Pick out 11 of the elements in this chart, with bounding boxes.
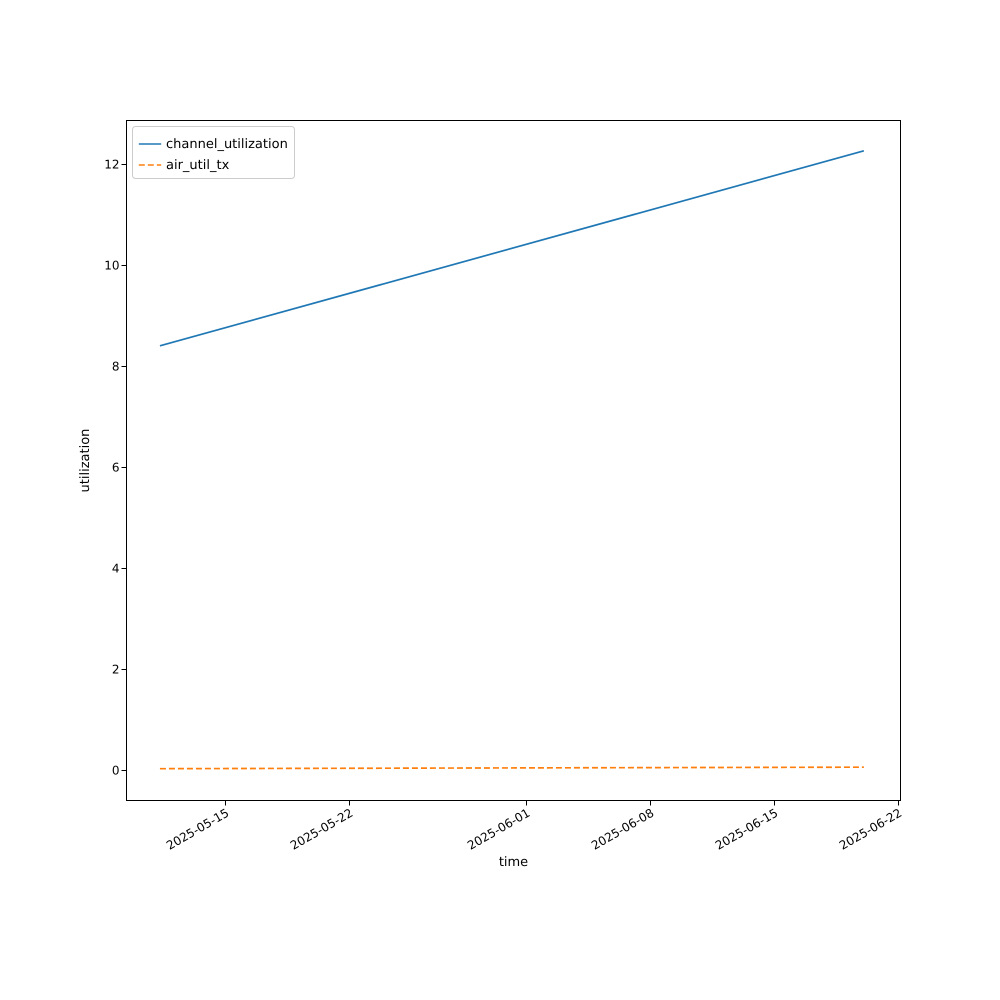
legend-label: channel_utilization bbox=[166, 137, 288, 152]
legend-label: air_util_tx bbox=[166, 158, 230, 173]
y-axis-title: utilization bbox=[78, 428, 94, 492]
y-tick-label: 8 bbox=[112, 360, 120, 374]
x-axis-title: time bbox=[498, 854, 528, 870]
y-tick-label: 0 bbox=[112, 764, 120, 778]
y-tick-label: 4 bbox=[112, 562, 120, 576]
y-tick-label: 2 bbox=[112, 662, 120, 677]
y-tick-label: 6 bbox=[112, 460, 120, 475]
y-tick-label: 10 bbox=[104, 258, 120, 272]
y-tick-label: 12 bbox=[104, 157, 120, 172]
